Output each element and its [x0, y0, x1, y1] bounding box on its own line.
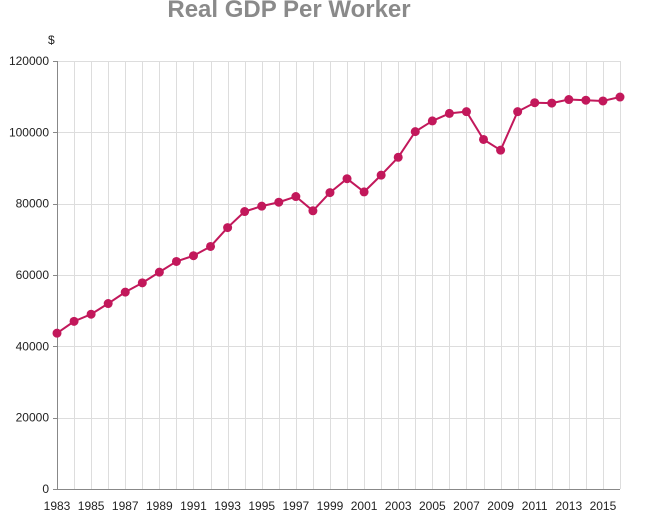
- x-tick-label: 2015: [590, 499, 617, 513]
- x-tick-label: 1993: [214, 499, 241, 513]
- data-point: [240, 207, 250, 217]
- data-point: [530, 98, 540, 108]
- x-tick-label: 1987: [112, 499, 139, 513]
- y-tick-label: 80000: [16, 197, 50, 211]
- data-point: [342, 174, 352, 184]
- data-point: [427, 116, 437, 126]
- x-tick-label: 1983: [44, 499, 71, 513]
- data-point: [376, 170, 386, 180]
- data-point: [564, 95, 574, 105]
- y-tick-label: 100000: [9, 125, 49, 139]
- data-point: [359, 187, 369, 197]
- data-point: [393, 152, 403, 162]
- y-tick-label: 40000: [16, 339, 50, 353]
- x-tick-label: 2001: [351, 499, 378, 513]
- data-point: [52, 328, 62, 338]
- data-point: [513, 107, 523, 117]
- x-tick-label: 2009: [487, 499, 514, 513]
- x-tick-label: 1999: [317, 499, 344, 513]
- x-axis-tick-labels: 1983 1985 1987 1989 1991 1993 1995 1997 1999 2001…: [44, 499, 617, 513]
- data-point: [188, 251, 198, 261]
- chart-title: Real GDP Per Worker: [167, 0, 411, 23]
- data-point: [291, 192, 301, 202]
- x-tick-label: 1985: [78, 499, 105, 513]
- data-point: [479, 134, 489, 144]
- x-tick-label: 1989: [146, 499, 173, 513]
- x-tick-label: 2005: [419, 499, 446, 513]
- y-axis-tick-labels: 0 20000 40000 60000 80000 100000 120000: [9, 54, 49, 496]
- x-tick-label: 2007: [453, 499, 480, 513]
- data-point: [154, 267, 164, 277]
- x-tick-label: 2013: [555, 499, 582, 513]
- x-tick-label: 1995: [248, 499, 275, 513]
- data-point: [171, 256, 181, 266]
- series-line: [56, 96, 621, 334]
- data-point: [223, 223, 233, 233]
- data-point: [86, 309, 96, 319]
- data-point: [137, 278, 147, 288]
- data-point: [206, 241, 216, 251]
- y-tick-label: 60000: [16, 268, 50, 282]
- y-tick-label: 0: [42, 482, 49, 496]
- data-point: [103, 299, 113, 309]
- y-tick-label: 20000: [16, 411, 50, 425]
- x-tick-label: 1997: [282, 499, 309, 513]
- data-point: [257, 201, 267, 211]
- data-series: [52, 92, 625, 338]
- data-point: [308, 206, 318, 216]
- x-tick-label: 2011: [522, 499, 548, 513]
- data-point: [274, 197, 284, 207]
- grid: [57, 61, 621, 490]
- data-point: [615, 92, 625, 102]
- data-point: [547, 98, 557, 108]
- y-axis-unit-label: $: [48, 33, 55, 47]
- data-point: [496, 145, 506, 155]
- data-point: [581, 95, 591, 105]
- data-point: [410, 127, 420, 137]
- x-tick-label: 2003: [385, 499, 412, 513]
- x-tick-label: 1991: [180, 499, 207, 513]
- data-point: [598, 96, 608, 106]
- data-point: [120, 287, 130, 297]
- y-tick-label: 120000: [9, 54, 49, 68]
- data-point: [325, 188, 335, 198]
- data-point: [461, 107, 471, 117]
- data-point: [444, 108, 454, 118]
- data-point: [69, 316, 79, 326]
- axes: [53, 61, 620, 490]
